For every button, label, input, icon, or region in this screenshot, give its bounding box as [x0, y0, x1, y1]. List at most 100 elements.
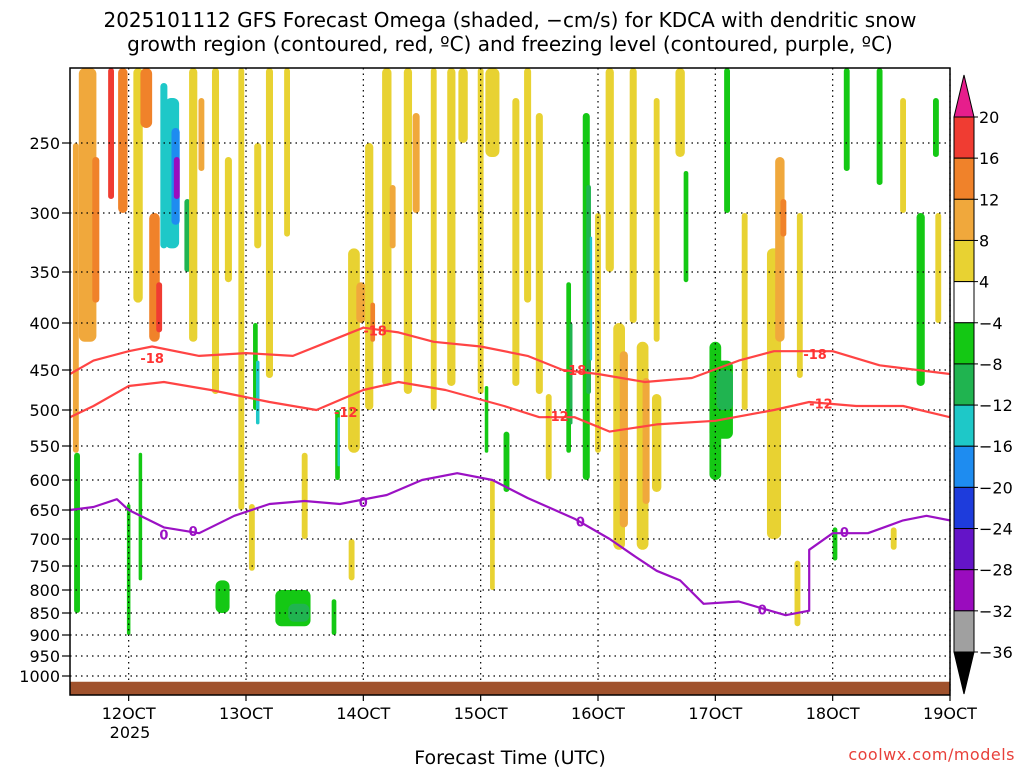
omega-cell — [255, 360, 260, 425]
omega-cell — [265, 68, 273, 378]
x-axis-title: Forecast Time (UTC) — [414, 747, 605, 768]
colorbar-label: −8 — [979, 355, 1003, 374]
omega-cell — [629, 68, 637, 323]
colorbar-band — [953, 404, 975, 447]
y-tick-label: 650 — [29, 501, 60, 520]
y-axis-ticks: 250 300 350 400 450 500 550 600 650 700 750 800 850 9… — [19, 134, 70, 686]
y-tick-label: 1000 — [19, 667, 60, 686]
contour-label: 0 — [758, 603, 767, 618]
colorbar-label: −28 — [979, 561, 1013, 580]
omega-cell — [238, 68, 245, 510]
omega-cell — [92, 157, 100, 303]
omega-cell — [890, 527, 897, 550]
omega-cell — [254, 143, 262, 249]
colorbar-label: −24 — [979, 520, 1013, 539]
omega-cell — [370, 302, 376, 342]
omega-cell — [140, 68, 153, 128]
colorbar-band — [953, 116, 975, 159]
omega-cell — [775, 157, 785, 342]
x-tick-label: 17OCT — [688, 704, 742, 723]
omega-cell — [211, 68, 220, 394]
x-tick-label: 13OCT — [219, 704, 273, 723]
omega-cell — [288, 603, 310, 622]
colorbar-label: 8 — [979, 231, 989, 250]
omega-cell — [916, 213, 925, 386]
omega-cell — [876, 68, 883, 185]
contour-label: 0 — [159, 528, 168, 543]
colorbar: 20 16 12 8 4 −4 −8 −12 −16 −20 −24 −28 −32 −36 — [953, 74, 1013, 695]
contour-label: -18 — [563, 364, 587, 379]
colorbar-label: −36 — [979, 643, 1013, 662]
colorbar-band — [953, 610, 975, 653]
omega-cell — [356, 282, 366, 323]
omega-cell — [683, 171, 689, 283]
isotherm-minus12-line — [70, 380, 950, 433]
omega-cell — [348, 539, 355, 581]
chart-title-line-1: 2025101112 GFS Forecast Omega (shaded, −… — [103, 8, 916, 32]
omega-cell — [675, 68, 685, 157]
y-tick-label: 450 — [29, 361, 60, 380]
omega-cell — [796, 213, 803, 378]
colorbar-label: 20 — [979, 108, 999, 127]
y-tick-label: 600 — [29, 471, 60, 490]
y-tick-label: 500 — [29, 401, 60, 420]
omega-cell — [412, 113, 420, 213]
plot-frame — [69, 67, 951, 696]
colorbar-label: −4 — [979, 314, 1003, 333]
colorbar-band — [953, 239, 975, 283]
contour-label: -12 — [809, 398, 833, 413]
omega-cell — [619, 351, 628, 528]
omega-cell — [447, 68, 456, 386]
x-tick-label: 18OCT — [806, 704, 860, 723]
omega-cell — [741, 213, 748, 410]
colorbar-label: −16 — [979, 437, 1013, 456]
omega-cell — [184, 199, 191, 272]
x-tick-label: 16OCT — [571, 704, 625, 723]
omega-cell — [224, 157, 232, 283]
contour-label: -12 — [334, 406, 358, 421]
omega-cell — [843, 68, 850, 171]
colorbar-band — [953, 198, 975, 241]
omega-cell — [284, 68, 290, 237]
colorbar-band — [953, 322, 975, 365]
omega-cell — [156, 282, 163, 333]
contour-label: 0 — [359, 496, 368, 511]
omega-cell — [780, 199, 787, 237]
omega-cell — [512, 98, 520, 386]
omega-cell — [716, 370, 733, 410]
omega-cell — [389, 185, 396, 249]
omega-cell — [485, 68, 500, 157]
omega-cell — [198, 98, 205, 171]
x-tick-label: 12OCT — [102, 704, 156, 723]
y-tick-label: 300 — [29, 204, 60, 223]
x-tick-label: 19OCT — [923, 704, 977, 723]
omega-cell — [133, 68, 143, 303]
isotherm-minus18-line — [70, 326, 950, 384]
omega-cell — [589, 236, 593, 361]
omega-cell — [78, 68, 97, 342]
colorbar-band — [953, 528, 975, 571]
y-tick-label: 350 — [29, 263, 60, 282]
colorbar-label: −32 — [979, 602, 1013, 621]
colorbar-label: 4 — [979, 273, 989, 292]
omega-cell — [337, 417, 340, 467]
colorbar-label: 16 — [979, 149, 999, 168]
chart-title-line-2: growth region (contoured, red, ºC) and f… — [127, 32, 893, 56]
year-label: 2025 — [110, 723, 151, 742]
y-tick-label: 250 — [29, 134, 60, 153]
colorbar-label: −12 — [979, 396, 1013, 415]
y-tick-label: 400 — [29, 314, 60, 333]
contour-label: -18 — [803, 348, 827, 363]
omega-cell — [900, 98, 906, 213]
colorbar-label: −20 — [979, 478, 1013, 497]
pressure-gridlines — [70, 68, 951, 695]
omega-cell — [642, 378, 650, 504]
contour-label: -18 — [363, 325, 387, 340]
omega-cell — [653, 98, 660, 342]
omega-cell — [477, 68, 484, 394]
omega-cell — [72, 143, 79, 453]
omega-cell — [74, 452, 80, 613]
omega-cell — [651, 394, 662, 492]
colorbar-under-arrow — [953, 651, 975, 695]
